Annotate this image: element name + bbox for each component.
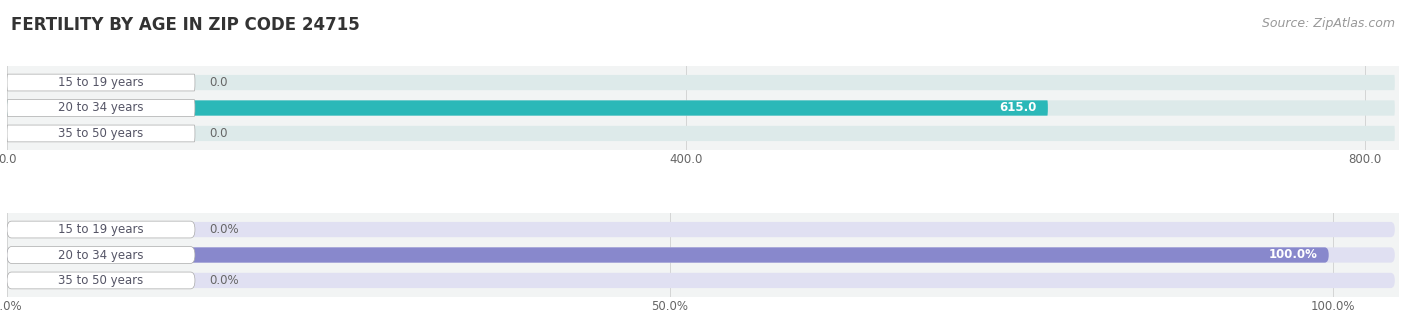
Text: 0.0: 0.0 [209,127,228,140]
Text: 100.0%: 100.0% [1268,248,1317,261]
Text: 15 to 19 years: 15 to 19 years [58,223,143,236]
Text: 0.0%: 0.0% [209,274,239,287]
FancyBboxPatch shape [7,221,195,238]
FancyBboxPatch shape [7,248,1395,263]
Text: 35 to 50 years: 35 to 50 years [59,127,143,140]
FancyBboxPatch shape [7,272,195,289]
FancyBboxPatch shape [7,273,1395,288]
Text: FERTILITY BY AGE IN ZIP CODE 24715: FERTILITY BY AGE IN ZIP CODE 24715 [11,16,360,35]
FancyBboxPatch shape [7,222,1395,237]
FancyBboxPatch shape [7,126,1395,141]
Text: 35 to 50 years: 35 to 50 years [59,274,143,287]
Text: Source: ZipAtlas.com: Source: ZipAtlas.com [1261,16,1395,29]
FancyBboxPatch shape [7,100,195,116]
Text: 20 to 34 years: 20 to 34 years [58,102,143,115]
Text: 15 to 19 years: 15 to 19 years [58,76,143,89]
FancyBboxPatch shape [7,125,195,142]
Text: 20 to 34 years: 20 to 34 years [58,248,143,261]
FancyBboxPatch shape [7,100,1047,115]
FancyBboxPatch shape [7,100,1395,115]
Text: 0.0: 0.0 [209,76,228,89]
FancyBboxPatch shape [7,74,195,91]
Text: 0.0%: 0.0% [209,223,239,236]
FancyBboxPatch shape [7,247,195,263]
Text: 615.0: 615.0 [1000,102,1036,115]
FancyBboxPatch shape [7,248,1329,263]
FancyBboxPatch shape [7,75,1395,90]
